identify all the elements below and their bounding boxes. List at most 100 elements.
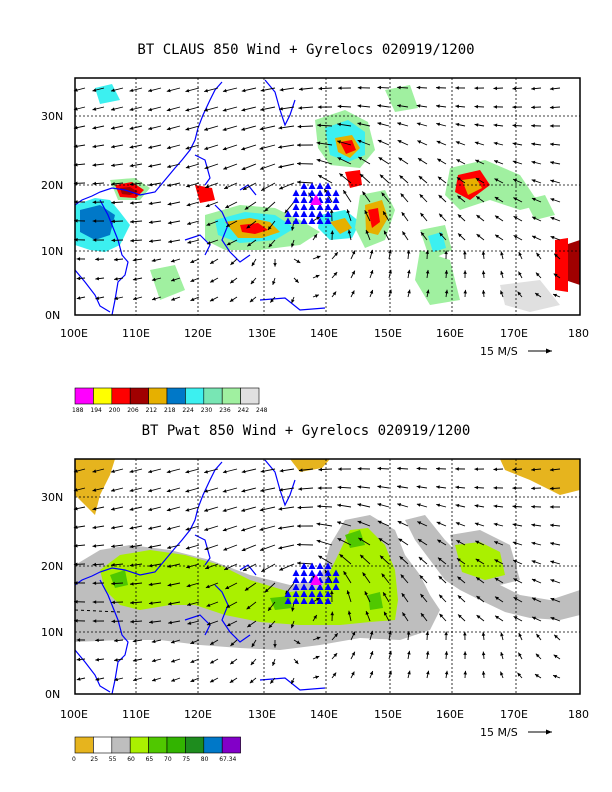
- wind-vector: [416, 466, 428, 471]
- wind-vector: [92, 87, 105, 92]
- wind-vector: [476, 595, 485, 603]
- wind-vector: [267, 601, 276, 612]
- wind-vector: [337, 537, 352, 546]
- wind-vector: [475, 576, 485, 584]
- gyre-point: [324, 590, 332, 597]
- wind-vector: [417, 157, 428, 165]
- wind-vector: [425, 269, 430, 279]
- gyre-point: [300, 562, 308, 569]
- wind-vector: [279, 487, 295, 492]
- wind-vector: [534, 292, 542, 298]
- wind-vector: [493, 504, 504, 509]
- wind-vector: [247, 239, 257, 247]
- wind-vector: [549, 124, 561, 128]
- panel2-lat-labels: 0N 10N 20N 30N: [41, 491, 63, 701]
- wind-vector: [186, 582, 200, 588]
- wind-vector: [535, 272, 542, 279]
- wind-vector: [549, 142, 561, 147]
- wind-vector: [397, 520, 409, 527]
- colorbar-swatch: [148, 387, 168, 405]
- gyre-point: [316, 182, 324, 189]
- wind-vector: [92, 600, 105, 604]
- wind-vector: [111, 581, 124, 586]
- wind-vector: [401, 592, 409, 603]
- gyre-point: [308, 217, 316, 224]
- wind-vector: [531, 523, 542, 527]
- wind-vector: [226, 601, 238, 609]
- wind-vector: [185, 544, 200, 550]
- wind-vector: [331, 251, 339, 260]
- wind-vector: [397, 85, 409, 90]
- wind-vector: [418, 175, 428, 184]
- wind-vector: [318, 86, 333, 91]
- wind-vector: [444, 651, 449, 660]
- wind-vector: [129, 182, 143, 186]
- wind-vector: [251, 639, 257, 648]
- gyre-point: [300, 583, 308, 590]
- wind-vector: [114, 677, 124, 682]
- colorbar-swatch: [240, 387, 260, 405]
- wind-vector: [296, 542, 314, 547]
- wind-vector: [399, 174, 409, 184]
- wind-vector: [148, 506, 162, 512]
- wind-vector: [130, 600, 143, 605]
- gyre-point: [308, 210, 316, 217]
- wind-vector: [457, 233, 466, 241]
- wind-vector: [229, 296, 238, 303]
- wind-vector: [148, 544, 162, 549]
- panel2-lat-20: 20N: [41, 560, 63, 573]
- wind-vector: [512, 178, 523, 184]
- panel1-lon-150: 150E: [374, 327, 402, 340]
- wind-vector: [436, 503, 447, 508]
- wind-vector: [129, 506, 143, 511]
- wind-vector: [381, 192, 390, 203]
- wind-vector: [400, 574, 409, 584]
- wind-vector: [346, 209, 352, 222]
- wind-vector: [250, 277, 257, 285]
- panel1-lon-170: 170E: [500, 327, 528, 340]
- wind-vector: [444, 250, 448, 260]
- gyre-point: [324, 562, 332, 569]
- wind-vector: [312, 614, 318, 622]
- wind-vector: [130, 219, 143, 224]
- wind-vector: [167, 582, 181, 587]
- wind-vector: [279, 563, 295, 571]
- wind-vector: [419, 193, 428, 203]
- wind-vector: [246, 601, 257, 610]
- panel1-title: BT CLAUS 850 Wind + Gyrelocs 020919/1200: [137, 42, 475, 58]
- wind-vector: [312, 255, 321, 260]
- wind-vector: [531, 86, 542, 91]
- panel1-lon-160: 160E: [436, 327, 464, 340]
- wind-vector: [407, 269, 411, 279]
- wind-vector: [190, 296, 200, 302]
- wind-vector: [74, 237, 86, 242]
- wind-vector: [494, 596, 504, 603]
- panel1-lat-10: 10N: [41, 245, 63, 258]
- wind-vector: [362, 572, 371, 584]
- panel1-gyre-locations: [284, 182, 340, 224]
- wind-vector: [260, 182, 276, 191]
- wind-vector: [536, 252, 542, 260]
- wind-vector: [92, 163, 105, 167]
- wind-vector: [357, 503, 371, 508]
- wind-vector: [517, 672, 523, 679]
- wind-vector: [364, 591, 371, 603]
- wind-vector: [170, 658, 181, 663]
- wind-vector: [130, 619, 143, 624]
- wind-vector: [475, 159, 485, 165]
- wind-vector: [110, 106, 124, 111]
- wind-vector: [406, 249, 411, 260]
- wind-vector: [317, 123, 333, 128]
- wind-vector: [95, 638, 105, 643]
- gyre-point: [324, 182, 332, 189]
- wind-vector: [298, 468, 314, 472]
- wind-vector: [110, 525, 124, 530]
- panel2-lat-10: 10N: [41, 626, 63, 639]
- gyre-point: [308, 182, 316, 189]
- colorbar-label: 236: [219, 407, 231, 414]
- panel1-lon-100: 100E: [60, 327, 88, 340]
- wind-vector: [250, 658, 257, 666]
- wind-vector: [457, 576, 466, 584]
- wind-vector: [425, 631, 430, 641]
- wind-vector: [272, 658, 276, 666]
